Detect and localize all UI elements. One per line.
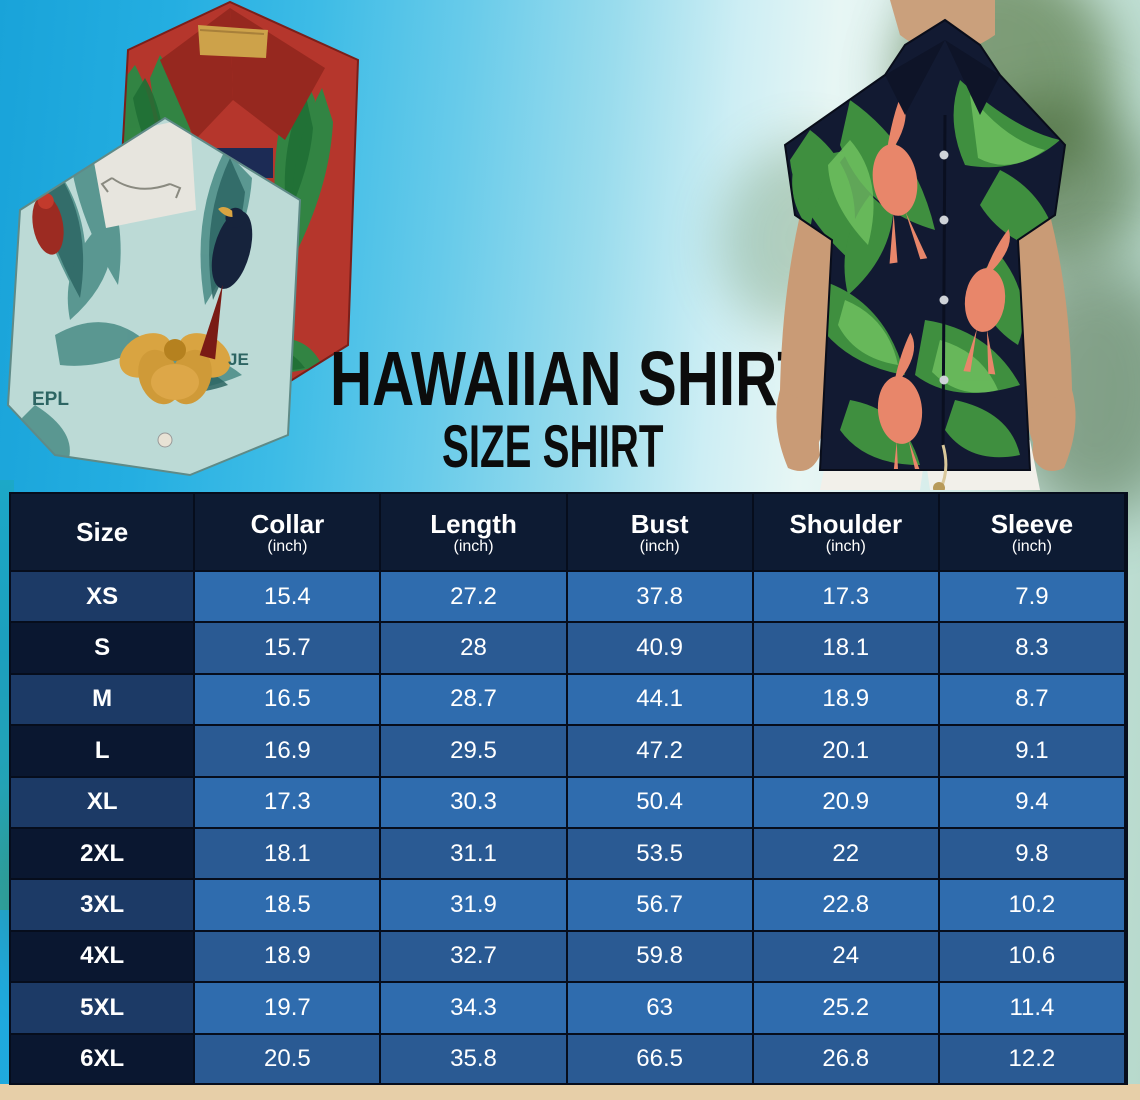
svg-text:EPL: EPL: [32, 389, 69, 410]
svg-text:JE: JE: [228, 350, 249, 369]
